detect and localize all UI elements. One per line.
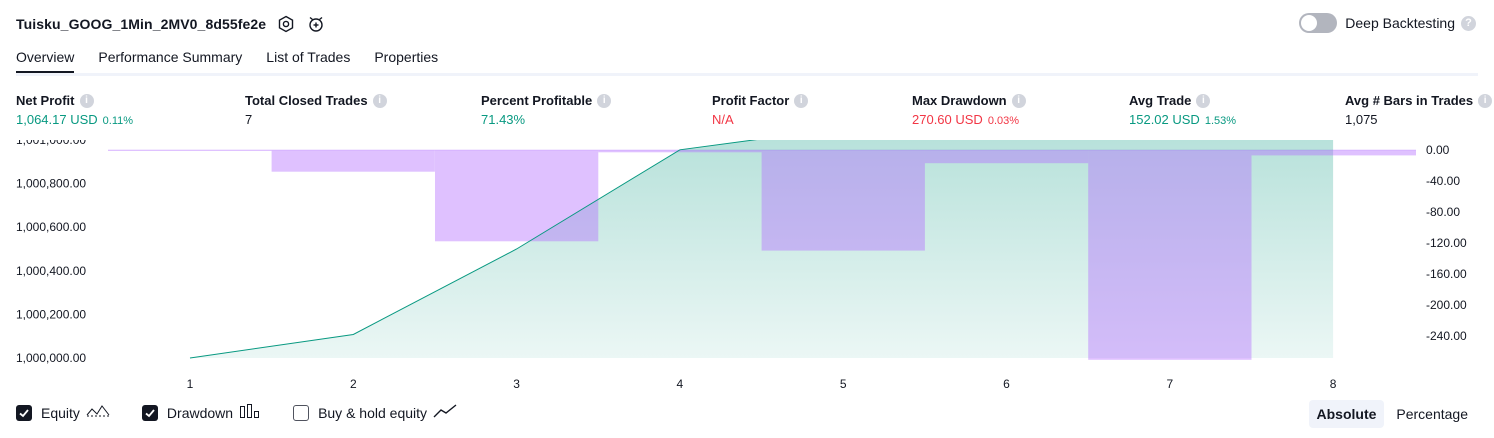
drawdown-bar	[1251, 150, 1416, 156]
buy-hold-toggle[interactable]: Buy & hold equity	[293, 403, 457, 422]
percentage-button[interactable]: Percentage	[1396, 406, 1468, 422]
stat-max-drawdown: Max Drawdown i 270.60 USD 0.03%	[912, 93, 1026, 127]
stat-total-closed-trades: Total Closed Trades i 7	[245, 93, 387, 127]
stat-value: 7	[245, 112, 253, 127]
drawdown-bar	[924, 150, 1089, 164]
stat-value: 1,075	[1345, 112, 1378, 127]
stat-percent: 1.53%	[1204, 115, 1237, 127]
right-axis-label: -80.00	[1426, 205, 1460, 219]
right-axis-label: -40.00	[1426, 174, 1460, 188]
equity-checkbox[interactable]	[16, 404, 32, 421]
right-axis-label: -160.00	[1426, 267, 1467, 281]
x-axis-label: 5	[840, 377, 847, 391]
equity-line-icon	[86, 403, 110, 422]
x-axis-label: 1	[187, 377, 194, 391]
info-icon[interactable]: i	[1011, 93, 1026, 108]
stat-percent-profitable: Percent Profitable i 71.43%	[481, 93, 612, 127]
info-icon[interactable]: i	[372, 93, 387, 108]
stat-label: Max Drawdown	[912, 93, 1007, 108]
equity-drawdown-chart: 1,000,000.00 1,000,200.00 1,000,400.00 1,00…	[16, 140, 1467, 391]
left-axis-label: 1,000,600.00	[16, 220, 86, 234]
stat-label: Percent Profitable	[481, 93, 593, 108]
left-axis-label: 1,001,000.00	[16, 140, 86, 147]
info-icon[interactable]: i	[1196, 93, 1211, 108]
info-icon[interactable]: i	[79, 93, 94, 108]
left-axis-label: 1,000,000.00	[16, 351, 86, 365]
drawdown-toggle[interactable]: Drawdown	[141, 403, 261, 422]
settings-icon[interactable]	[276, 14, 296, 34]
add-alert-icon[interactable]	[306, 14, 326, 34]
deep-backtesting-label: Deep Backtesting	[1345, 15, 1455, 31]
stat-label: Total Closed Trades	[245, 93, 368, 108]
stat-label: Profit Factor	[712, 93, 790, 108]
stat-value: 1,064.17 USD	[16, 112, 98, 127]
help-icon[interactable]: ?	[1461, 15, 1476, 31]
stat-value: 71.43%	[481, 112, 526, 127]
x-axis-label: 8	[1330, 377, 1337, 391]
equity-toggle[interactable]: Equity	[16, 403, 110, 422]
x-axis-label: 7	[1166, 377, 1173, 391]
drawdown-bar	[108, 150, 272, 151]
buy-hold-line-icon	[433, 403, 457, 422]
stat-net-profit: Net Profit i 1,064.17 USD 0.11%	[16, 93, 133, 127]
drawdown-bar	[435, 150, 599, 242]
tab-bar: Overview Performance Summary List of Tra…	[16, 44, 462, 74]
stat-value: 152.02 USD	[1129, 112, 1200, 127]
drawdown-bars-icon	[239, 403, 261, 422]
strategy-title: Tuisku_GOOG_1Min_2MV0_8d55fe2e	[16, 16, 267, 32]
drawdown-bar	[1088, 150, 1252, 360]
drawdown-bar	[271, 150, 435, 172]
deep-backtesting: Deep Backtesting ?	[1299, 13, 1476, 33]
deep-backtesting-toggle[interactable]	[1299, 13, 1338, 33]
stat-label: Avg # Bars in Trades	[1345, 93, 1474, 108]
buy-hold-label: Buy & hold equity	[318, 404, 428, 421]
x-axis-label: 6	[1003, 377, 1010, 391]
chart-legend: Equity Drawdown Buy & hold equity	[16, 403, 489, 422]
stat-percent: 0.03%	[987, 115, 1020, 127]
absolute-button[interactable]: Absolute	[1308, 400, 1385, 428]
left-axis-label: 1,000,200.00	[16, 307, 86, 321]
right-axis-label: -240.00	[1426, 329, 1467, 343]
stat-percent: 0.11%	[102, 115, 134, 127]
right-axis-label: -120.00	[1426, 236, 1467, 250]
buy-hold-checkbox[interactable]	[293, 404, 310, 421]
drawdown-checkbox[interactable]	[141, 404, 158, 421]
tab-list-of-trades[interactable]: List of Trades	[266, 49, 351, 65]
stat-value: 270.60 USD	[912, 112, 983, 127]
tab-properties[interactable]: Properties	[374, 49, 439, 65]
stat-label: Net Profit	[16, 93, 75, 108]
drawdown-bar	[598, 150, 762, 153]
stat-value: N/A	[712, 112, 734, 127]
x-axis-label: 3	[513, 377, 520, 391]
equity-label: Equity	[41, 404, 80, 421]
stat-label: Avg Trade	[1129, 93, 1192, 108]
equity-line	[189, 140, 758, 359]
tab-divider	[16, 73, 1478, 76]
right-axis-label: -200.00	[1426, 298, 1467, 312]
info-icon[interactable]: i	[794, 93, 809, 108]
left-axis-label: 1,000,800.00	[16, 177, 86, 191]
stat-avg-trade: Avg Trade i 152.02 USD 1.53%	[1129, 93, 1236, 127]
equity-area	[190, 140, 1334, 358]
stat-avg-bars: Avg # Bars in Trades i 1,075	[1345, 93, 1493, 127]
strategy-header: Tuisku_GOOG_1Min_2MV0_8d55fe2e	[16, 12, 326, 36]
right-axis-label: 0.00	[1426, 143, 1450, 157]
x-axis-label: 2	[350, 377, 357, 391]
tab-overview[interactable]: Overview	[16, 44, 75, 74]
x-axis-label: 4	[677, 377, 684, 391]
tab-performance-summary[interactable]: Performance Summary	[98, 49, 243, 65]
stat-profit-factor: Profit Factor i N/A	[712, 93, 809, 127]
drawdown-label: Drawdown	[166, 404, 234, 421]
value-mode-switch: Absolute Percentage	[1305, 400, 1477, 428]
info-icon[interactable]: i	[1478, 93, 1493, 108]
drawdown-bar	[761, 150, 925, 251]
left-axis-label: 1,000,400.00	[16, 264, 86, 278]
info-icon[interactable]: i	[597, 93, 612, 108]
